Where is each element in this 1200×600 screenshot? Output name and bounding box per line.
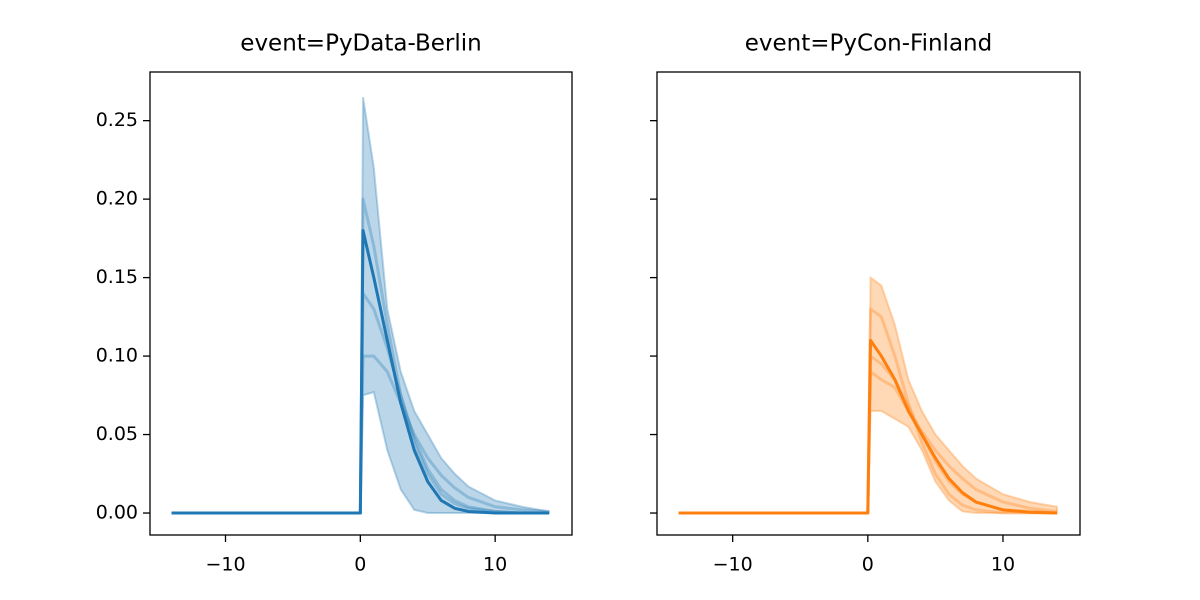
y-tick-label: 0.00 [96,502,138,524]
sample-line [678,370,1058,515]
x-tick-label: 0 [354,554,366,576]
x-tick-label: −10 [713,554,753,576]
panel-title: event=PyData-Berlin [240,31,481,57]
x-tick-label: 0 [862,554,874,576]
y-tick-label: 0.25 [96,109,138,131]
sample-line [171,291,550,515]
sample-line [171,354,550,515]
y-tick-label: 0.15 [96,266,138,288]
axes-frame [656,71,1081,536]
sample-line [171,197,550,515]
axes-frame [149,71,573,536]
y-tick-label: 0.20 [96,188,138,210]
x-tick-label: 10 [483,554,507,576]
panel-title: event=PyCon-Finland [745,31,992,57]
sample-line [678,307,1058,515]
x-tick-label: −10 [205,554,245,576]
y-tick-label: 0.10 [96,345,138,367]
y-tick-label: 0.05 [96,423,138,445]
x-tick-label: 10 [991,554,1015,576]
mean-line [171,229,550,515]
mean-line [678,338,1058,515]
uncertainty-band [678,275,1059,515]
